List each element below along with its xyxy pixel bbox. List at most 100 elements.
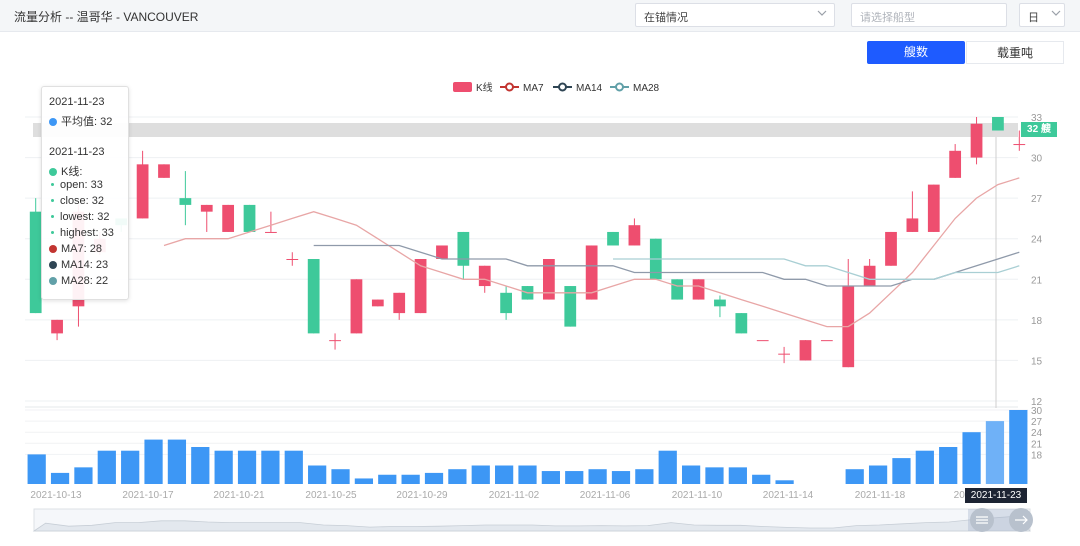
tooltip-close: close: 32	[49, 195, 104, 207]
legend-swatch	[615, 82, 624, 92]
volume-bar	[191, 447, 210, 484]
volume-bar	[308, 465, 327, 484]
volume-bar	[495, 465, 514, 484]
tonnage-toggle-button[interactable]: 载重吨	[966, 41, 1064, 64]
candle-body	[500, 292, 512, 314]
tooltip-date: 2021-11-23	[49, 146, 105, 158]
volume-bar	[518, 465, 537, 484]
candle-body	[136, 164, 149, 219]
legend-swatch	[558, 82, 567, 92]
candle-body	[414, 259, 427, 314]
tooltip-open-text: open: 33	[60, 179, 103, 191]
x-tick-label: 2021-10-29	[396, 490, 448, 501]
price-pointer-label: 32 艘	[1021, 122, 1057, 137]
x-tick-label: 2021-10-17	[122, 490, 174, 501]
drag-handle-icon	[976, 516, 988, 524]
candle-body	[778, 353, 790, 355]
volume-bar	[331, 469, 350, 484]
tooltip-open: open: 33	[49, 179, 103, 191]
count-toggle-button[interactable]: 艘数	[867, 41, 965, 64]
volume-bar	[74, 467, 93, 484]
tooltip-close-text: close: 32	[60, 195, 105, 207]
candle-body	[607, 231, 619, 246]
data-zoom-slider	[32, 508, 1033, 532]
volume-bar	[1009, 410, 1028, 484]
candle-body	[756, 340, 769, 342]
candle-body	[671, 279, 684, 300]
x-axis: 2021-10-13 2021-10-17 2021-10-21 2021-10-25…	[30, 490, 970, 501]
x-tick-label: 2021-11-18	[855, 490, 906, 501]
volume-bar	[775, 480, 794, 484]
volume-bar	[565, 471, 584, 484]
legend-label: MA14	[576, 83, 603, 94]
candle-body	[158, 164, 170, 178]
period-select-value: 日	[1028, 12, 1039, 24]
volume-bar	[611, 471, 631, 484]
candle-body	[179, 198, 192, 205]
candle-body	[265, 231, 277, 233]
status-select[interactable]: 在锚情况	[635, 3, 835, 27]
tooltip-ma14: MA14: 23	[49, 259, 108, 271]
series-dot-icon	[49, 245, 57, 253]
volume-bar	[144, 439, 163, 484]
candle-body	[564, 286, 577, 327]
volume-bar	[892, 458, 911, 484]
candle-body	[457, 231, 470, 266]
legend-label: MA28	[633, 83, 660, 94]
x-tick-label: 202	[954, 490, 971, 501]
volume-bar	[121, 450, 140, 484]
candle-body	[307, 259, 320, 334]
candle-body	[992, 117, 1004, 131]
y-tick-label: 27	[1031, 194, 1043, 205]
tooltip-kline-text: K线:	[61, 166, 83, 178]
volume-bar	[985, 421, 1005, 484]
candle-body	[714, 299, 726, 307]
candle-body	[692, 279, 705, 300]
candle-body	[949, 150, 962, 178]
candle-body	[863, 265, 876, 287]
volume-bar	[354, 478, 374, 484]
x-tick-label: 2021-10-13	[30, 490, 82, 501]
volume-bar	[845, 469, 864, 484]
tooltip-ma28: MA28: 22	[49, 275, 108, 287]
bullet-icon	[51, 199, 54, 202]
series-dot-icon	[49, 118, 57, 126]
volume-tick-label: 24	[1031, 428, 1043, 439]
tooltip-ma7-text: MA7: 28	[61, 243, 102, 255]
tooltip-ma7: MA7: 28	[49, 243, 102, 255]
volume-bar	[588, 469, 607, 484]
candle-body	[371, 299, 384, 307]
candle-body	[927, 184, 940, 232]
bullet-icon	[51, 231, 54, 234]
x-tick-label: 2021-11-06	[580, 490, 631, 501]
volume-bar	[284, 450, 303, 484]
bullet-icon	[51, 183, 54, 186]
ship-type-select[interactable]: 请选择船型	[851, 3, 1007, 27]
volume-bar	[378, 474, 397, 484]
candles	[29, 117, 1026, 368]
candle-body	[329, 340, 341, 342]
chart-tooltip: 2021-11-23 平均值: 32 2021-11-23 K线: open: …	[41, 86, 129, 300]
tooltip-ma28-text: MA28: 22	[61, 275, 109, 287]
candle-body	[286, 259, 299, 260]
candle-body	[222, 204, 235, 232]
candle-body	[820, 340, 833, 342]
volume-bar	[471, 465, 490, 484]
period-select[interactable]: 日	[1019, 3, 1065, 27]
legend-label: K线	[476, 81, 493, 94]
candle-body	[51, 319, 63, 334]
top-bar: 流量分析 -- 温哥华 - VANCOUVER 在锚情况 请选择船型 日	[0, 0, 1080, 32]
candle-body	[436, 245, 448, 259]
x-tick-label: 2021-10-25	[305, 490, 357, 501]
volume-bar	[915, 450, 934, 484]
crosshair-band	[33, 123, 1018, 137]
candle-body	[735, 313, 748, 334]
tooltip-highest: highest: 33	[49, 227, 114, 239]
y-tick-label: 12	[1031, 397, 1043, 408]
candle-body	[799, 340, 812, 361]
status-select-value: 在锚情况	[644, 12, 688, 24]
ma-lines	[163, 177, 1020, 328]
volume-bar	[261, 450, 280, 484]
candle-body	[350, 279, 363, 334]
